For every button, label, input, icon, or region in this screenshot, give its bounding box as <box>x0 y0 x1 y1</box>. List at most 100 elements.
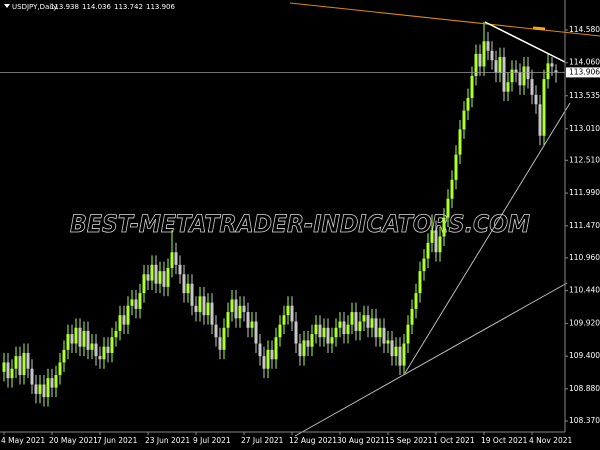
candle-body <box>266 349 270 369</box>
candle-body <box>34 384 38 394</box>
candle-body <box>170 252 174 268</box>
candle-body <box>378 327 382 338</box>
candle-body <box>154 264 158 284</box>
candle-body <box>118 315 122 331</box>
x-tick-label: 4 May 2021 <box>1 436 45 445</box>
y-tick-label: 110.440 <box>569 286 600 295</box>
candle-body <box>302 340 306 357</box>
candle-body <box>502 57 506 92</box>
candle-body <box>350 312 354 325</box>
y-tick-label: 112.510 <box>569 155 600 164</box>
candle-body <box>78 327 82 347</box>
candle-body <box>222 327 226 350</box>
candle-body <box>86 330 90 350</box>
candle-body <box>478 53 482 67</box>
candle-body <box>458 129 462 155</box>
y-tick-label: 109.920 <box>569 318 600 327</box>
candle-body <box>310 334 314 347</box>
candle-body <box>146 274 150 281</box>
plot-area <box>0 21 565 407</box>
symbol-label: USDJPY,Daily <box>12 3 57 11</box>
candle-body <box>174 252 178 265</box>
candle-body <box>130 299 134 306</box>
candle-body <box>50 378 54 388</box>
candle-body <box>322 327 326 338</box>
candle-body <box>446 198 450 218</box>
trend-line <box>404 102 571 374</box>
y-tick-label: 108.880 <box>569 384 600 393</box>
candle-body <box>226 312 230 328</box>
candle-body <box>178 264 182 275</box>
candle-body <box>406 324 410 344</box>
candle-body <box>2 362 6 372</box>
trend-line <box>289 2 600 37</box>
candle-body <box>62 349 66 363</box>
x-tick-label: 15 Sep 2021 <box>385 436 433 445</box>
candle-body <box>242 305 246 313</box>
candle-body <box>346 324 350 335</box>
candle-body <box>538 104 542 136</box>
candle-body <box>206 302 210 316</box>
candle-body <box>358 321 362 331</box>
y-tick-label: 109.400 <box>569 351 600 360</box>
candle-body <box>274 337 278 360</box>
candle-body <box>390 340 394 357</box>
y-tick-label: 111.990 <box>569 188 600 197</box>
candle-body <box>314 324 318 335</box>
candle-body <box>534 94 538 105</box>
low-label: 113.742 <box>114 3 143 11</box>
candle-body <box>442 217 446 237</box>
candle-body <box>286 305 290 316</box>
candle-body <box>46 378 50 398</box>
candle-body <box>466 97 470 111</box>
candle-body <box>14 356 18 369</box>
candle-body <box>218 337 222 350</box>
candle-body <box>422 258 426 272</box>
watermark: BEST-METATRADER-INDICATORS.COM <box>70 210 530 238</box>
candle-body <box>342 321 346 335</box>
candle-body <box>214 324 218 338</box>
x-tick-label: 30 Aug 2021 <box>337 436 385 445</box>
candle-body <box>126 305 130 325</box>
candle-body <box>110 337 114 353</box>
candle-body <box>186 283 190 294</box>
candle-body <box>542 79 546 136</box>
candle-body <box>182 274 186 294</box>
candle-body <box>398 346 402 366</box>
candle-body <box>318 324 322 338</box>
candle-body <box>102 346 106 360</box>
candle-body <box>450 179 454 199</box>
candle-body <box>482 41 486 67</box>
y-tick-label: 108.370 <box>569 416 600 425</box>
candle-body <box>434 230 438 253</box>
candle-body <box>142 274 146 294</box>
candle-body <box>94 343 98 357</box>
candle-body <box>258 343 262 357</box>
candle-body <box>410 308 414 325</box>
trend-line <box>294 282 568 437</box>
candle-body <box>386 340 390 344</box>
menu-triangle <box>4 4 10 8</box>
candle-body <box>426 242 430 259</box>
candle-body <box>166 267 170 287</box>
current-price-label: 113.906 <box>569 67 600 76</box>
candle-body <box>150 264 154 281</box>
candle-body <box>474 53 478 76</box>
candle-body <box>354 312 358 331</box>
candle-body <box>530 79 534 95</box>
candle-body <box>158 271 162 284</box>
high-label: 114.036 <box>82 3 111 11</box>
y-tick-label: 114.580 <box>569 25 600 34</box>
candle-body <box>26 352 30 369</box>
candle-body <box>230 299 234 313</box>
candle-body <box>250 321 254 328</box>
candle-body <box>98 356 102 360</box>
candle-body <box>418 271 422 294</box>
x-tick-label: 12 Aug 2021 <box>289 436 337 445</box>
candle-body <box>510 69 514 83</box>
x-tick-label: 7 Jun 2021 <box>97 436 138 445</box>
candle-body <box>490 50 494 61</box>
candle-body <box>294 321 298 344</box>
candle-body <box>194 305 198 313</box>
